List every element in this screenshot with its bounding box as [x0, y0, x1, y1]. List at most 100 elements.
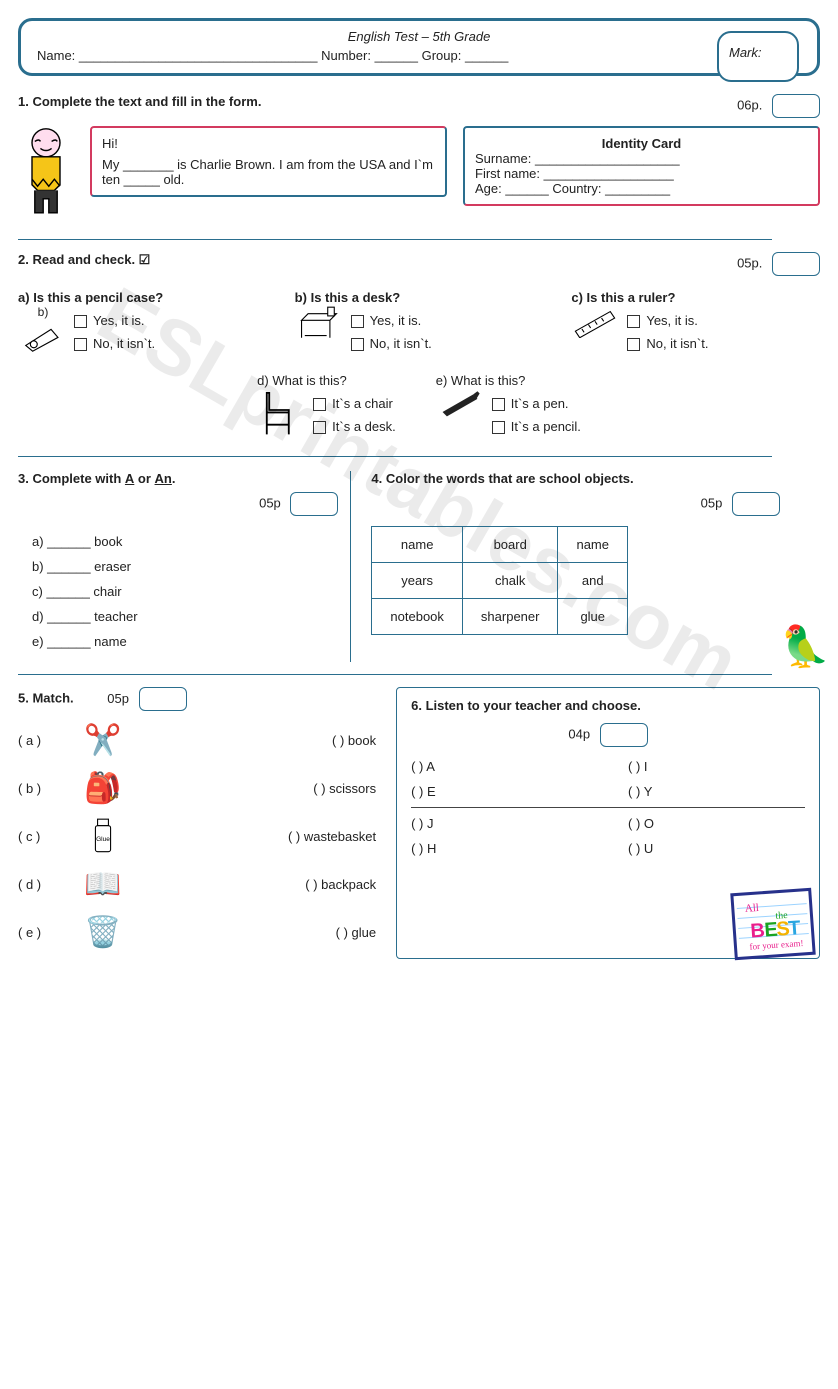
svg-text:All: All	[744, 902, 759, 915]
q6-item[interactable]: ( ) H	[411, 841, 588, 856]
q1-id-card: Identity Card Surname: _________________…	[463, 126, 820, 206]
q2c-q: Is this a ruler?	[587, 290, 676, 305]
q6-num: 6.	[411, 698, 422, 713]
desk-icon	[295, 305, 345, 351]
glue-icon: Glue	[78, 815, 128, 857]
q5-points-text: 05p	[107, 691, 129, 706]
q2b-label: b)	[295, 290, 307, 305]
cell[interactable]: notebook	[372, 599, 463, 635]
match-ans[interactable]: ( ) wastebasket	[288, 829, 376, 844]
name-label: Name:	[37, 48, 79, 63]
q2-yes: Yes, it is.	[93, 313, 145, 328]
checkbox[interactable]	[627, 338, 640, 351]
q6-bot: ( ) J ( ) O ( ) H ( ) U	[411, 816, 805, 856]
q6-item[interactable]: ( ) J	[411, 816, 588, 831]
header-fields: Name: _________________________________ …	[37, 48, 801, 63]
q2-points-box[interactable]	[772, 252, 820, 276]
q1-points-box[interactable]	[772, 94, 820, 118]
match-ans[interactable]: ( ) scissors	[313, 781, 376, 796]
q3-d-item: d) ______ teacher	[32, 609, 338, 624]
group-label: Group:	[422, 48, 465, 63]
id-age-country: Age: ______ Country: _________	[475, 181, 808, 196]
cell[interactable]: name	[372, 527, 463, 563]
q3-or: or	[134, 471, 154, 486]
checkbox[interactable]	[74, 338, 87, 351]
match-ans[interactable]: ( ) book	[332, 733, 376, 748]
q2c: c) Is this a ruler? Yes, it is. No, it i…	[571, 290, 820, 357]
svg-text:Glue: Glue	[96, 836, 110, 843]
cell[interactable]: years	[372, 563, 463, 599]
q6-item[interactable]: ( ) Y	[628, 784, 805, 799]
q2a-q: Is this a pencil case?	[33, 290, 163, 305]
q4-title: Color the words that are school objects.	[386, 471, 634, 486]
q2: 2. Read and check. ☑ 05p. a) Is this a p…	[18, 252, 820, 444]
table-row: years chalk and	[372, 563, 628, 599]
cell[interactable]: board	[462, 527, 558, 563]
divider-1	[18, 239, 772, 240]
cell[interactable]: name	[558, 527, 628, 563]
checkbox[interactable]	[492, 421, 505, 434]
q6-points-text: 04p	[568, 727, 590, 742]
match-d: ( d )	[18, 877, 62, 892]
q3-e-item: e) ______ name	[32, 634, 338, 649]
bird-clip-icon: 🦜	[780, 623, 830, 670]
q3-points-text: 05p	[259, 496, 281, 511]
q6-points-box[interactable]	[600, 723, 648, 747]
match-row: ( b ) 🎒 ( ) scissors	[18, 767, 376, 809]
match-ans[interactable]: ( ) glue	[336, 925, 376, 940]
q4-points-box[interactable]	[732, 492, 780, 516]
q2-row1: a) Is this a pencil case? b) Yes, it is.…	[18, 290, 820, 357]
q3-c-item: c) ______ chair	[32, 584, 338, 599]
all-the-best-icon: All the B E S T for your exam!	[728, 886, 818, 965]
match-row: ( a ) ✂️ ( ) book	[18, 719, 376, 761]
charlie-brown-icon	[18, 126, 74, 227]
q3-points-box[interactable]	[290, 492, 338, 516]
checkbox[interactable]	[351, 338, 364, 351]
id-surname: Surname: ____________________	[475, 151, 808, 166]
q5-title: Match.	[32, 691, 73, 706]
q1-body: My _______ is Charlie Brown. I am from t…	[102, 157, 435, 187]
checkbox[interactable]	[351, 315, 364, 328]
q4-num: 4.	[371, 471, 382, 486]
q2e-q: What is this?	[451, 373, 525, 388]
q5-points-box[interactable]	[139, 687, 187, 711]
q2-yes: Yes, it is.	[646, 313, 698, 328]
book-icon: 📖	[78, 863, 128, 905]
q2a-sub: b)	[38, 305, 49, 319]
q6-item[interactable]: ( ) U	[628, 841, 805, 856]
q6-item[interactable]: ( ) O	[628, 816, 805, 831]
q3-a-item: a) ______ book	[32, 534, 338, 549]
divider-2	[18, 456, 772, 457]
table-row: name board name	[372, 527, 628, 563]
cell[interactable]: chalk	[462, 563, 558, 599]
cell[interactable]: sharpener	[462, 599, 558, 635]
q5: 5. Match. 05p ( a ) ✂️ ( ) book ( b ) 🎒 …	[18, 687, 376, 959]
q1: 1. Complete the text and fill in the for…	[18, 94, 820, 227]
q2e: e) What is this? It`s a pen. It`s a penc…	[436, 373, 581, 445]
cell[interactable]: and	[558, 563, 628, 599]
cell[interactable]: glue	[558, 599, 628, 635]
q3-t1: Complete with	[32, 471, 124, 486]
q2d-o2: It`s a desk.	[332, 419, 396, 434]
q6-item[interactable]: ( ) I	[628, 759, 805, 774]
q3-a: A	[125, 471, 134, 486]
checkbox[interactable]	[74, 315, 87, 328]
q4-points-text: 05p	[701, 496, 723, 511]
q2b-q: Is this a desk?	[311, 290, 401, 305]
q2-no: No, it isn`t.	[646, 336, 708, 351]
checkbox[interactable]	[492, 398, 505, 411]
checkbox[interactable]	[313, 398, 326, 411]
checkbox[interactable]	[627, 315, 640, 328]
test-title: English Test – 5th Grade	[37, 29, 801, 44]
checkbox[interactable]	[313, 421, 326, 434]
q2-points-text: 05p.	[737, 255, 762, 270]
q6-item[interactable]: ( ) A	[411, 759, 588, 774]
wastebasket-icon: 🗑️	[78, 911, 128, 953]
q1-num: 1.	[18, 94, 29, 109]
q5-list: ( a ) ✂️ ( ) book ( b ) 🎒 ( ) scissors (…	[18, 719, 376, 953]
match-ans[interactable]: ( ) backpack	[305, 877, 376, 892]
q2a: a) Is this a pencil case? b) Yes, it is.…	[18, 290, 267, 357]
q3: 3. Complete with A or An. 05p a) ______ …	[18, 471, 351, 662]
q6-item[interactable]: ( ) E	[411, 784, 588, 799]
id-firstname: First name: __________________	[475, 166, 808, 181]
